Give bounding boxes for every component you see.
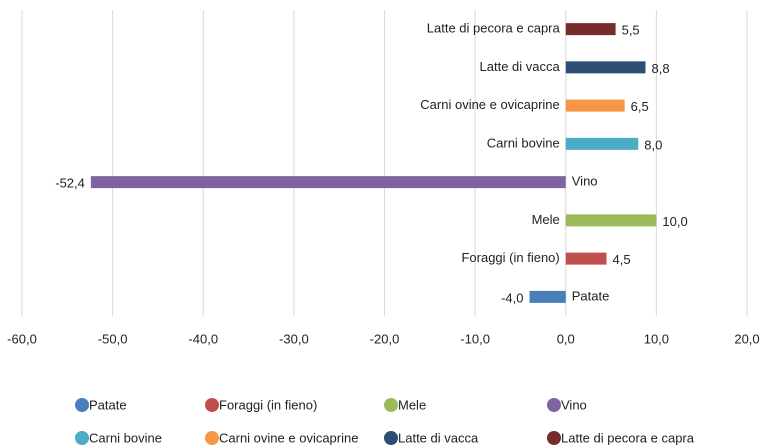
legend-label: Patate: [89, 397, 127, 412]
legend-label: Latte di vacca: [398, 430, 479, 445]
value-label: 10,0: [662, 214, 687, 229]
bar: [565, 252, 607, 265]
value-label: 8,8: [652, 61, 670, 76]
x-tick-label: -10,0: [460, 331, 490, 346]
legend-swatch: [384, 431, 398, 445]
bar: [565, 137, 639, 150]
category-label: Patate: [572, 288, 610, 303]
legend-label: Carni bovine: [89, 430, 162, 445]
x-tick-label: -20,0: [370, 331, 400, 346]
value-label: 5,5: [622, 23, 640, 38]
value-label: 8,0: [644, 137, 662, 152]
legend-swatch: [547, 431, 561, 445]
value-label: -4,0: [501, 290, 523, 305]
category-label: Latte di vacca: [480, 59, 561, 74]
legend-label: Vino: [561, 397, 587, 412]
legend-swatch: [205, 431, 219, 445]
category-label: Carni bovine: [487, 135, 560, 150]
bar: [529, 290, 566, 303]
bar: [565, 23, 616, 36]
value-label: -52,4: [55, 176, 85, 191]
legend-label: Mele: [398, 397, 426, 412]
legend-swatch: [205, 398, 219, 412]
x-tick-label: 10,0: [644, 331, 669, 346]
value-label: 6,5: [631, 99, 649, 114]
bar: [90, 176, 566, 189]
category-label: Carni ovine e ovicaprine: [420, 97, 559, 112]
x-tick-label: -60,0: [7, 331, 37, 346]
legend-label: Foraggi (in fieno): [219, 397, 317, 412]
value-label: 4,5: [613, 252, 631, 267]
legend-swatch: [75, 398, 89, 412]
category-label: Mele: [532, 212, 560, 227]
x-tick-label: 0,0: [557, 331, 575, 346]
x-tick-label: -50,0: [98, 331, 128, 346]
legend-label: Latte di pecora e capra: [561, 430, 695, 445]
bar: [565, 214, 657, 227]
legend-label: Carni ovine e ovicaprine: [219, 430, 358, 445]
x-tick-label: 20,0: [734, 331, 759, 346]
bar: [565, 61, 646, 74]
legend-swatch: [547, 398, 561, 412]
category-label: Vino: [572, 174, 598, 189]
bar: [565, 99, 625, 112]
x-tick-label: -40,0: [188, 331, 218, 346]
category-label: Foraggi (in fieno): [461, 250, 559, 265]
legend-swatch: [384, 398, 398, 412]
category-label: Latte di pecora e capra: [427, 21, 561, 36]
legend-swatch: [75, 431, 89, 445]
x-tick-label: -30,0: [279, 331, 309, 346]
